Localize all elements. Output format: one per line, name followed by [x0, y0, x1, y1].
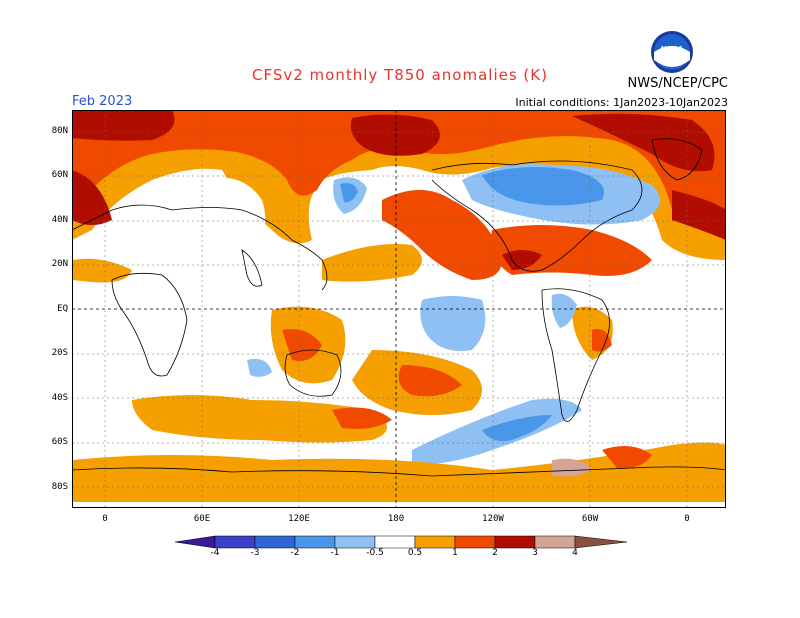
colorbar-label: 1: [452, 548, 458, 558]
forecast-period: Feb 2023: [72, 94, 133, 109]
initial-conditions: Initial conditions: 1Jan2023-10Jan2023: [515, 96, 728, 109]
colorbar-label: 3: [532, 548, 538, 558]
lat-label: 40N: [51, 215, 68, 225]
colorbar-label: 4: [572, 548, 578, 558]
anomaly-map: [72, 110, 726, 508]
lat-label: 60S: [51, 437, 68, 447]
noaa-logo-icon: NOAA: [651, 31, 693, 73]
lon-label: 60E: [193, 514, 211, 524]
lon-label: 60W: [581, 514, 599, 524]
lat-label: 20S: [51, 348, 68, 358]
lat-label: 40S: [51, 393, 68, 403]
lon-label: 0: [684, 514, 690, 524]
colorbar: [175, 535, 627, 549]
lat-label: 80S: [51, 482, 68, 492]
colorbar-label: -2: [290, 548, 300, 558]
colorbar-label: 0.5: [407, 548, 423, 558]
lon-label: 120W: [482, 514, 504, 524]
lat-label: 80N: [51, 126, 68, 136]
lat-label: 20N: [51, 259, 68, 269]
organization-label: NWS/NCEP/CPC: [627, 76, 728, 91]
colorbar-label: -3: [250, 548, 260, 558]
chart-title: CFSv2 monthly T850 anomalies (K): [252, 66, 548, 84]
lon-label: 120E: [288, 514, 310, 524]
colorbar-label: 2: [492, 548, 498, 558]
colorbar-label: -4: [210, 548, 220, 558]
lat-label: EQ: [57, 304, 68, 314]
lon-label: 0: [102, 514, 108, 524]
lon-label: 180: [387, 514, 405, 524]
colorbar-label: -1: [330, 548, 340, 558]
svg-text:NOAA: NOAA: [661, 45, 684, 53]
lat-label: 60N: [51, 170, 68, 180]
colorbar-label: -0.5: [366, 548, 384, 558]
